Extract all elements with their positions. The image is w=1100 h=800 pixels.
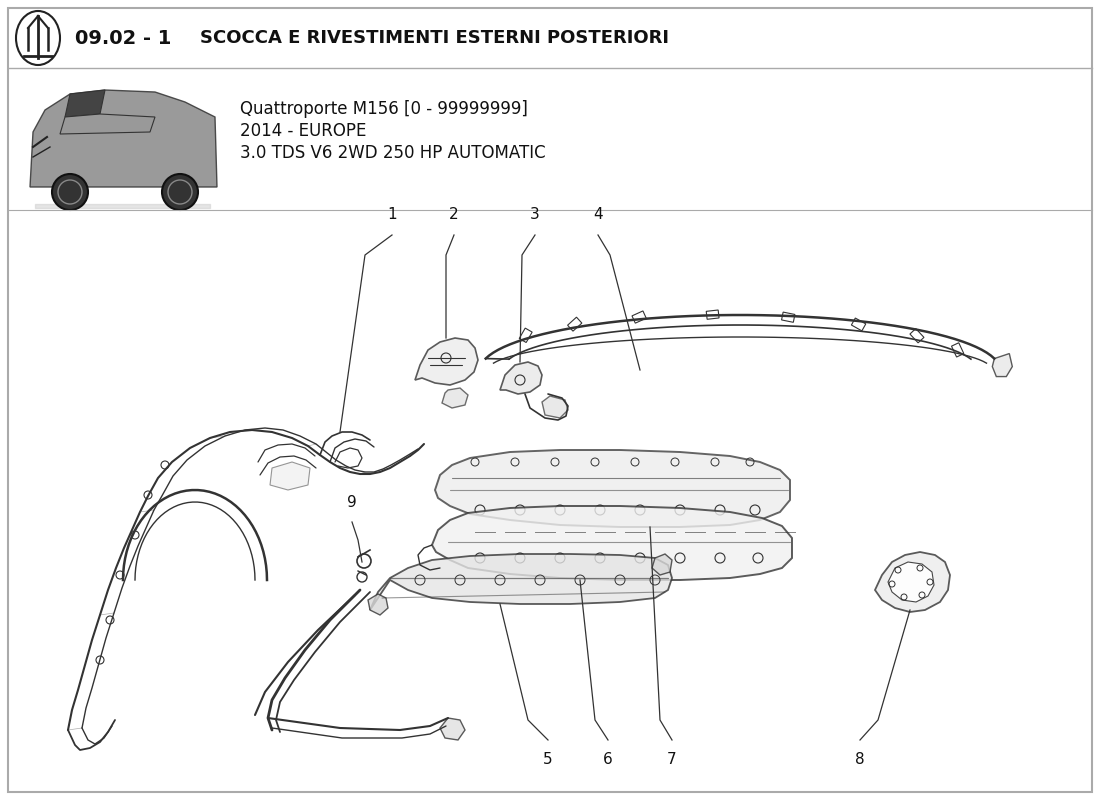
- Bar: [782, 312, 795, 322]
- Polygon shape: [368, 594, 388, 615]
- Polygon shape: [415, 338, 478, 385]
- Text: 5: 5: [543, 752, 553, 767]
- Text: 8: 8: [855, 752, 865, 767]
- Text: 09.02 - 1: 09.02 - 1: [75, 29, 172, 47]
- Text: 9: 9: [348, 495, 356, 510]
- Text: 3: 3: [530, 207, 540, 222]
- Bar: [851, 318, 866, 331]
- Text: 1: 1: [387, 207, 397, 222]
- Text: 3.0 TDS V6 2WD 250 HP AUTOMATIC: 3.0 TDS V6 2WD 250 HP AUTOMATIC: [240, 144, 546, 162]
- Polygon shape: [542, 396, 568, 418]
- Bar: [706, 310, 719, 319]
- Polygon shape: [434, 450, 790, 527]
- Bar: [568, 317, 582, 331]
- Bar: [519, 328, 532, 342]
- Polygon shape: [888, 562, 934, 602]
- Polygon shape: [370, 554, 672, 610]
- Text: 7: 7: [668, 752, 676, 767]
- Polygon shape: [874, 552, 950, 612]
- Polygon shape: [65, 90, 104, 117]
- Bar: [952, 342, 964, 357]
- Polygon shape: [30, 90, 217, 187]
- Polygon shape: [992, 354, 1012, 377]
- Bar: [910, 329, 924, 343]
- Circle shape: [162, 174, 198, 210]
- Text: SCOCCA E RIVESTIMENTI ESTERNI POSTERIORI: SCOCCA E RIVESTIMENTI ESTERNI POSTERIORI: [200, 29, 669, 47]
- Text: Quattroporte M156 [0 - 99999999]: Quattroporte M156 [0 - 99999999]: [240, 100, 528, 118]
- Polygon shape: [440, 718, 465, 740]
- Text: 6: 6: [603, 752, 613, 767]
- Polygon shape: [442, 388, 468, 408]
- Circle shape: [52, 174, 88, 210]
- Polygon shape: [270, 462, 310, 490]
- Polygon shape: [652, 554, 672, 575]
- Polygon shape: [500, 362, 542, 394]
- Polygon shape: [60, 114, 155, 134]
- Text: 2: 2: [449, 207, 459, 222]
- Bar: [632, 311, 646, 323]
- Text: 4: 4: [593, 207, 603, 222]
- Polygon shape: [432, 506, 792, 580]
- Text: 2014 - EUROPE: 2014 - EUROPE: [240, 122, 366, 140]
